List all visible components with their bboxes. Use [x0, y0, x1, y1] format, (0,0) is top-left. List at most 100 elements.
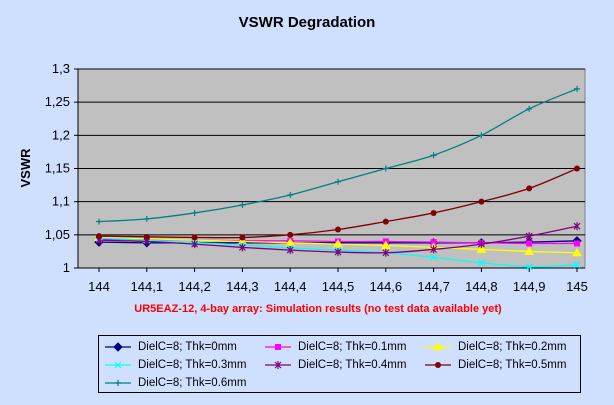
y-axis-ticks: 1 1,05 1,1 1,15 1,2 1,25 1,3: [45, 61, 78, 275]
x-tick-label: 144,4: [274, 279, 307, 294]
data-point: [191, 240, 199, 249]
chart-title: VSWR Degradation: [239, 14, 376, 31]
data-point: [335, 226, 341, 233]
legend-swatch: [265, 344, 291, 350]
x-tick-label: 144,6: [370, 279, 403, 294]
legend-label: DielC=8; Thk=0mm: [138, 341, 237, 353]
x-tick-label: 144,7: [417, 279, 450, 294]
data-point: [334, 248, 342, 257]
x-tick-label: 144,3: [226, 279, 259, 294]
legend-swatch: [105, 342, 131, 352]
x-axis-label: UR5EAZ-12, 4-bay array: Simulation resul…: [134, 303, 502, 315]
data-point: [143, 215, 150, 222]
legend: DielC=8; Thk=0mm DielC=8; Thk=0.1mm DielC=…: [98, 335, 581, 393]
data-point: [96, 218, 102, 225]
legend-marker: [435, 362, 441, 368]
data-point: [430, 245, 438, 254]
data-point: [287, 192, 294, 199]
data-point: [143, 233, 150, 240]
x-tick-label: 145: [566, 279, 588, 294]
x-tick-label: 144,9: [513, 279, 546, 294]
data-point: [526, 185, 533, 192]
data-point: [524, 246, 535, 255]
data-point: [96, 233, 102, 240]
legend-swatch: [425, 341, 451, 351]
y-tick-label: 1,25: [45, 94, 70, 109]
data-point: [286, 246, 294, 255]
data-point: [574, 85, 580, 92]
data-point: [382, 165, 389, 172]
legend-label: DielC=8; Thk=0.5mm: [458, 359, 567, 371]
y-tick-label: 1,15: [45, 161, 70, 176]
data-point: [573, 261, 581, 269]
legend-item: DielC=8; Thk=0.6mm: [104, 374, 246, 392]
data-point: [191, 234, 198, 241]
data-point: [478, 198, 485, 205]
legend-swatch: [105, 380, 131, 386]
data-point: [333, 239, 343, 248]
data-point: [239, 234, 246, 241]
series-7: [96, 85, 580, 225]
legend-marker: [114, 361, 122, 369]
data-point: [573, 222, 581, 231]
data-point: [380, 240, 391, 249]
x-tick-label: 144,2: [178, 279, 211, 294]
y-tick-label: 1,05: [45, 227, 70, 242]
data-point: [239, 201, 246, 208]
data-point: [430, 152, 437, 159]
legend-marker: [113, 342, 123, 352]
data-point: [430, 239, 437, 246]
legend-item: DielC=8; Thk=0.2mm: [424, 338, 566, 356]
x-tick-label: 144: [88, 279, 110, 294]
y-tick-label: 1,2: [52, 127, 70, 142]
data-point: [476, 244, 487, 253]
y-tick-label: 1,1: [52, 194, 70, 209]
data-point: [287, 231, 294, 238]
legend-label: DielC=8; Thk=0.6mm: [138, 377, 247, 389]
data-point: [382, 248, 390, 257]
data-point: [525, 263, 533, 271]
legend-label: DielC=8; Thk=0.2mm: [458, 341, 567, 353]
data-point: [477, 240, 485, 249]
data-point: [526, 105, 533, 112]
legend-marker: [115, 380, 121, 386]
legend-swatch: [265, 361, 291, 369]
data-point: [285, 237, 296, 247]
data-point: [574, 240, 580, 247]
legend-marker: [433, 341, 443, 351]
legend-marker: [274, 361, 282, 369]
data-point: [574, 165, 580, 172]
data-point: [191, 209, 198, 216]
legend-label: DielC=8; Thk=0.1mm: [298, 341, 407, 353]
legend-label: DielC=8; Thk=0.4mm: [298, 359, 407, 371]
data-point: [526, 240, 533, 247]
x-axis-ticks: 144 144,1 144,2 144,3 144,4 144,5 144,6 144,7 14…: [88, 268, 588, 294]
data-point: [238, 243, 246, 252]
legend-label: DielC=8; Thk=0.3mm: [138, 359, 247, 371]
x-tick-label: 144,8: [465, 279, 498, 294]
legend-swatch: [105, 361, 131, 369]
legend-item: DielC=8; Thk=0.4mm: [264, 356, 406, 374]
x-tick-label: 144,1: [131, 279, 164, 294]
data-point: [430, 209, 437, 216]
legend-item: DielC=8; Thk=0.1mm: [264, 338, 406, 356]
data-point: [430, 253, 438, 261]
y-tick-label: 1,3: [52, 61, 70, 76]
x-tick-label: 144,5: [322, 279, 355, 294]
data-point: [572, 247, 582, 257]
legend-marker: [275, 344, 281, 350]
series-6: [96, 165, 580, 241]
data-point: [525, 232, 533, 241]
legend-item: DielC=8; Thk=0.3mm: [104, 356, 246, 374]
data-point: [382, 218, 389, 225]
data-point: [335, 178, 341, 185]
legend-item: DielC=8; Thk=0.5mm: [424, 356, 566, 374]
y-tick-label: 1: [63, 260, 70, 275]
y-axis-label: VSWR: [18, 148, 33, 188]
data-point: [478, 132, 485, 139]
legend-item: DielC=8; Thk=0mm: [104, 338, 237, 356]
data-point: [477, 259, 485, 267]
series-5: [95, 222, 581, 257]
series-layer: [94, 85, 582, 271]
